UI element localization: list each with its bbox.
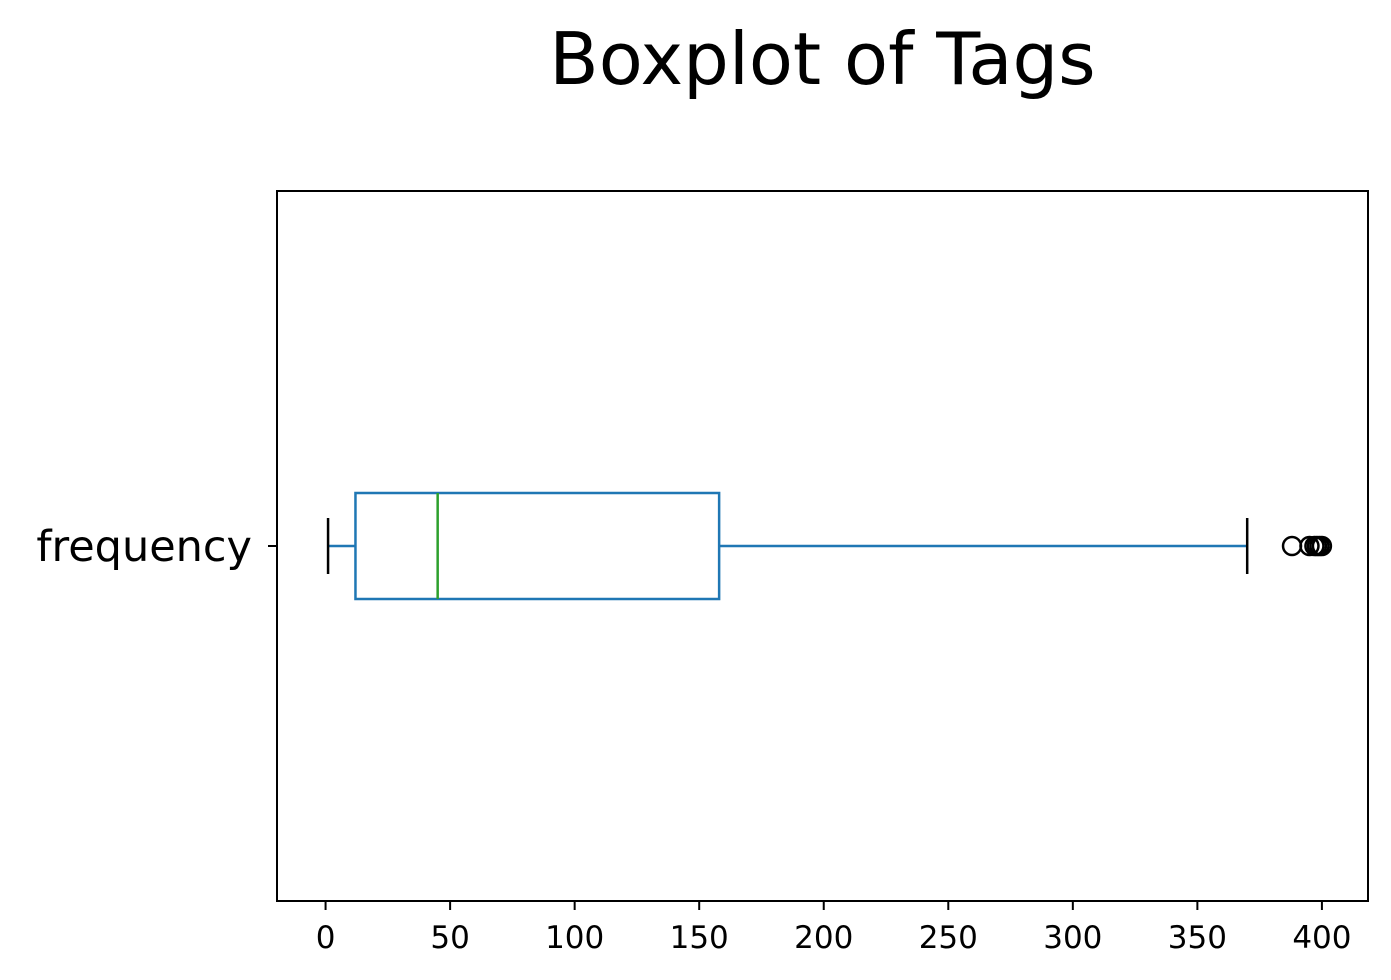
outlier-point (1281, 535, 1303, 557)
x-tick-label: 300 (1043, 920, 1102, 956)
y-axis: frequency (36, 522, 277, 572)
x-tick-label: 200 (794, 920, 853, 956)
plot-area (276, 190, 1369, 902)
outlier-point (1311, 535, 1333, 557)
x-tick-label: 350 (1168, 920, 1227, 956)
x-tick-label: 150 (670, 920, 729, 956)
box-iqr (354, 491, 721, 601)
x-tick-label: 250 (919, 920, 978, 956)
x-tick-label: 100 (545, 920, 604, 956)
box-frequency (326, 491, 1333, 601)
x-tick-label: 0 (316, 920, 336, 956)
x-axis: 0 50 100 150 200 250 300 350 400 (316, 901, 1352, 956)
x-tick-label: 400 (1292, 920, 1351, 956)
chart-title: Boxplot of Tags (549, 17, 1096, 101)
x-tick-label: 50 (430, 920, 469, 956)
outlier-point (1299, 535, 1320, 557)
y-tick-label: frequency (36, 522, 252, 572)
